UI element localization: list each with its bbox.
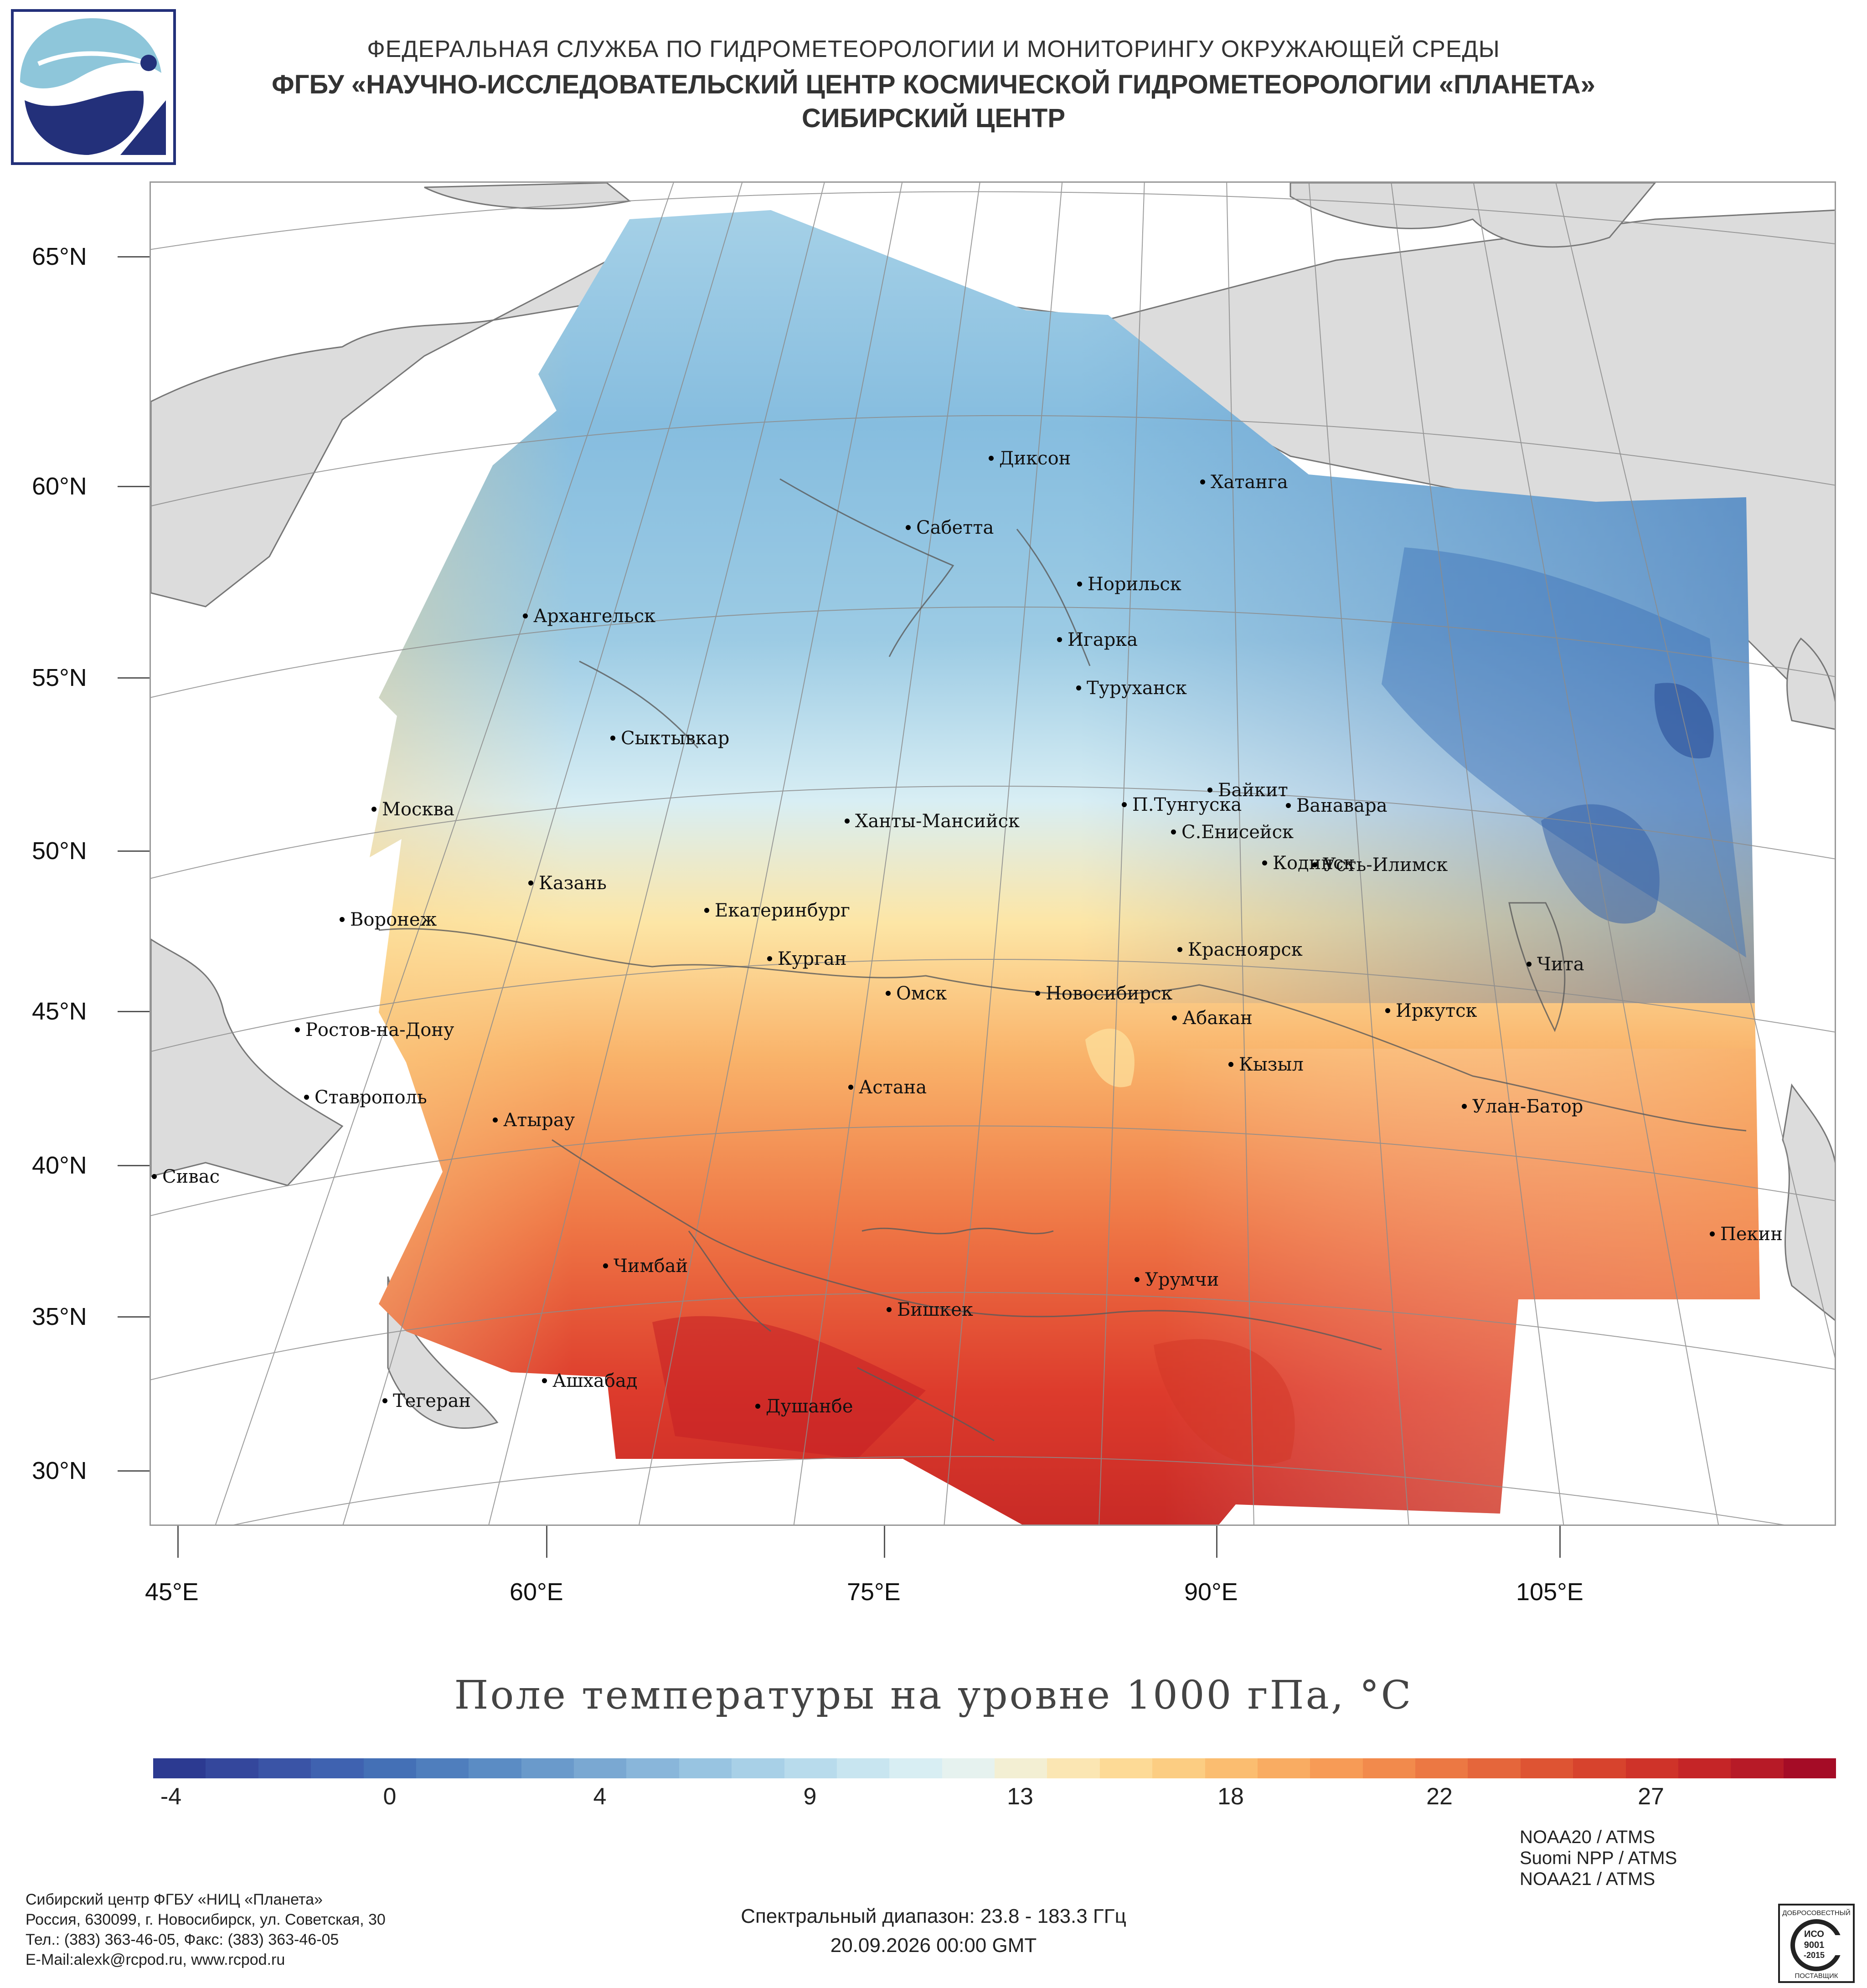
lat-label: 50°N bbox=[32, 837, 87, 865]
instrument-list: NOAA20 / ATMS Suomi NPP / ATMS NOAA21 / … bbox=[1520, 1827, 1677, 1890]
scale-tick-label: 4 bbox=[593, 1783, 607, 1810]
department-line: СИБИРСКИЙ ЦЕНТР bbox=[801, 103, 1066, 133]
city-label: Омск bbox=[886, 983, 947, 1004]
lon-label: 60°E bbox=[510, 1578, 563, 1606]
city-label: Атырау bbox=[493, 1110, 575, 1131]
city-label: Бишкек bbox=[887, 1299, 973, 1320]
city-label: С.Енисейск bbox=[1171, 822, 1294, 843]
city-label: Ашхабад bbox=[542, 1370, 637, 1391]
city-label: Игарка bbox=[1057, 629, 1138, 650]
lat-tick bbox=[118, 256, 150, 258]
scale-tick-label: 9 bbox=[803, 1783, 817, 1810]
city-label: Пекин bbox=[1710, 1224, 1783, 1245]
instrument-item: NOAA20 / ATMS bbox=[1520, 1827, 1656, 1847]
observation-datetime: 20.09.2026 00:00 GMT bbox=[830, 1934, 1037, 1957]
temperature-map: Диксон Хатанга Сабетта Норильск Архангел… bbox=[150, 181, 1836, 1526]
planeta-logo-icon bbox=[11, 9, 176, 165]
city-label: Сыктывкар bbox=[610, 728, 729, 749]
lat-label: 60°N bbox=[32, 473, 87, 500]
lon-tick bbox=[884, 1526, 885, 1558]
city-label: Норильск bbox=[1077, 574, 1181, 595]
lat-label: 65°N bbox=[32, 243, 87, 270]
lon-tick bbox=[177, 1526, 179, 1558]
city-label: Улан-Батор bbox=[1462, 1096, 1583, 1117]
city-label: Чимбай bbox=[603, 1256, 688, 1277]
scale-tick-label: -4 bbox=[160, 1783, 182, 1810]
lat-tick bbox=[118, 850, 150, 852]
city-label: Ставрополь bbox=[304, 1087, 427, 1108]
lat-label: 45°N bbox=[32, 998, 87, 1025]
city-label: Кызыл bbox=[1228, 1054, 1304, 1075]
center-name-line: ФГБУ «НАУЧНО-ИССЛЕДОВАТЕЛЬСКИЙ ЦЕНТР КОС… bbox=[272, 70, 1595, 99]
city-label: Красноярск bbox=[1177, 939, 1303, 960]
city-label: П.Тунгуска bbox=[1122, 794, 1242, 815]
city-label: Тегеран bbox=[382, 1391, 471, 1411]
lon-label: 45°E bbox=[145, 1578, 199, 1606]
lat-label: 30°N bbox=[32, 1457, 87, 1484]
svg-text:ПОСТАВЩИК: ПОСТАВЩИК bbox=[1795, 1972, 1838, 1980]
lat-label: 40°N bbox=[32, 1152, 87, 1179]
lat-tick bbox=[118, 1011, 150, 1012]
svg-text:ИСО: ИСО bbox=[1804, 1929, 1824, 1939]
org-line: E-Mail:alexk@rcpod.ru, www.rcpod.ru bbox=[26, 1951, 285, 1968]
lon-label: 90°E bbox=[1184, 1578, 1238, 1606]
spectral-range: Спектральный диапазон: 23.8 - 183.3 ГГц bbox=[741, 1905, 1126, 1927]
color-scale-bar bbox=[153, 1758, 1836, 1778]
city-label: Ванавара bbox=[1286, 795, 1387, 816]
city-label: Чита bbox=[1527, 954, 1584, 975]
instrument-item: Suomi NPP / ATMS bbox=[1520, 1848, 1677, 1868]
city-label: Архангельск bbox=[523, 606, 655, 627]
scale-tick-label: 13 bbox=[1007, 1783, 1033, 1810]
city-label: Туруханск bbox=[1076, 678, 1187, 699]
lat-tick bbox=[118, 1470, 150, 1472]
city-label: Воронеж bbox=[340, 909, 437, 930]
organization-info: Сибирский центр ФГБУ «НИЦ «Планета» Росс… bbox=[26, 1890, 386, 1970]
scale-tick-label: 27 bbox=[1638, 1783, 1664, 1810]
lat-tick bbox=[118, 486, 150, 487]
city-label: Иркутск bbox=[1385, 1000, 1477, 1021]
city-label: Душанбе bbox=[755, 1396, 853, 1417]
city-label: Ханты-Мансийск bbox=[845, 811, 1020, 832]
legend-title: Поле температуры на уровне 1000 гПа, °C bbox=[454, 1673, 1413, 1718]
city-label: Байкит bbox=[1207, 780, 1288, 801]
city-label: Урумчи bbox=[1135, 1269, 1219, 1290]
agency-line: ФЕДЕРАЛЬНАЯ СЛУЖБА ПО ГИДРОМЕТЕОРОЛОГИИ … bbox=[367, 36, 1500, 62]
svg-text:ДОБРОСОВЕСТНЫЙ: ДОБРОСОВЕСТНЫЙ bbox=[1782, 1909, 1851, 1917]
city-label: Хатанга bbox=[1200, 472, 1288, 493]
city-label: Екатеринбург bbox=[704, 900, 850, 921]
city-label: Диксон bbox=[989, 448, 1071, 469]
scale-tick-label: 22 bbox=[1426, 1783, 1453, 1810]
lon-tick bbox=[546, 1526, 547, 1558]
city-label: Абакан bbox=[1172, 1008, 1253, 1029]
city-label: Сабетта bbox=[906, 517, 994, 538]
city-label: Ростов-на-Дону bbox=[295, 1020, 454, 1040]
iso-certificate-stamp-icon: ДОБРОСОВЕСТНЫЙ ИСО 9001 -2015 ПОСТАВЩИК bbox=[1778, 1904, 1855, 1983]
svg-text:9001: 9001 bbox=[1804, 1940, 1825, 1950]
scale-tick-label: 18 bbox=[1217, 1783, 1244, 1810]
lat-label: 35°N bbox=[32, 1303, 87, 1330]
org-line: Россия, 630099, г. Новосибирск, ул. Сове… bbox=[26, 1911, 386, 1928]
city-label: Астана bbox=[848, 1077, 927, 1098]
lon-label: 75°E bbox=[847, 1578, 901, 1606]
lon-label: 105°E bbox=[1516, 1578, 1583, 1606]
org-line: Тел.: (383) 363-46-05, Факс: (383) 363-4… bbox=[26, 1931, 339, 1948]
svg-text:-2015: -2015 bbox=[1804, 1951, 1825, 1960]
lat-label: 55°N bbox=[32, 664, 87, 691]
city-label: Казань bbox=[528, 873, 607, 894]
lon-tick bbox=[1559, 1526, 1561, 1558]
scale-tick-label: 0 bbox=[383, 1783, 397, 1810]
map-canvas bbox=[151, 183, 1835, 1524]
lat-tick bbox=[118, 1316, 150, 1318]
city-label: Усть-Илимск bbox=[1312, 855, 1448, 876]
lat-tick bbox=[118, 1165, 150, 1166]
lon-tick bbox=[1216, 1526, 1217, 1558]
instrument-item: NOAA21 / ATMS bbox=[1520, 1869, 1656, 1889]
city-label: Москва bbox=[371, 799, 454, 820]
city-label: Курган bbox=[767, 948, 847, 969]
org-line: Сибирский центр ФГБУ «НИЦ «Планета» bbox=[26, 1891, 323, 1908]
lat-tick bbox=[118, 677, 150, 679]
city-label: Сивас bbox=[152, 1166, 220, 1187]
city-label: Новосибирск bbox=[1035, 983, 1172, 1004]
